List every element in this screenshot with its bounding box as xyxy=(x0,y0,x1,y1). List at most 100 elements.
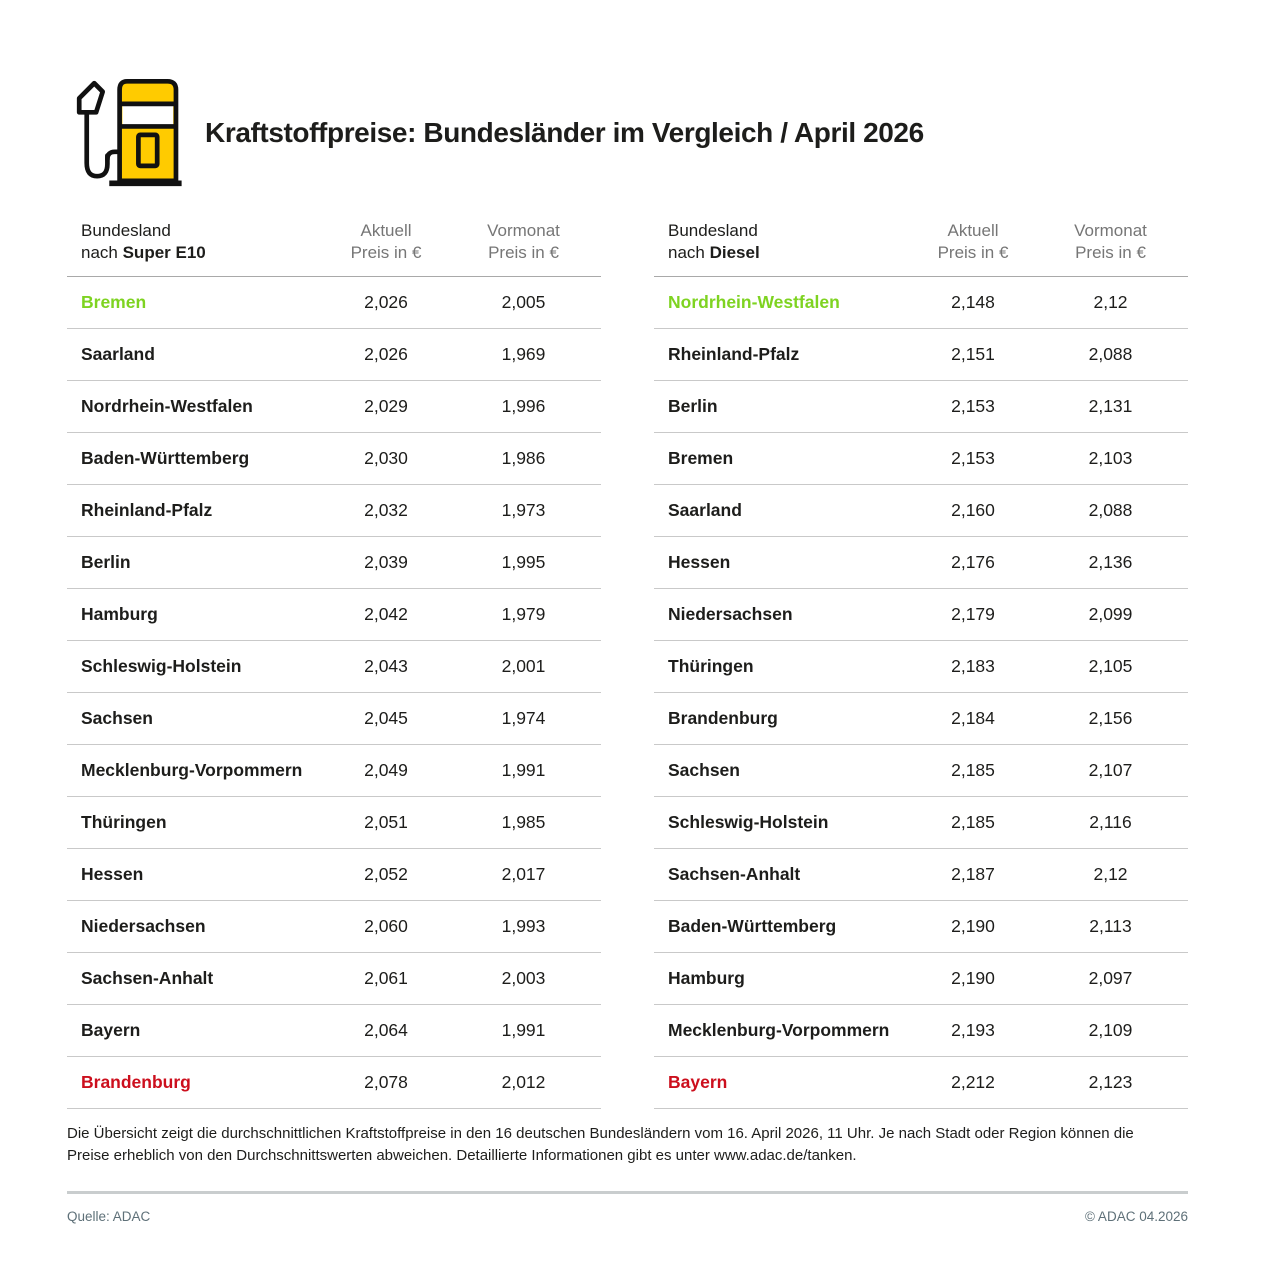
price-previous: 1,986 xyxy=(501,448,546,468)
column-header-line: Bundesland xyxy=(81,221,171,240)
table-row: Brandenburg 2,184 2,156 xyxy=(654,693,1188,745)
table-row: Saarland 2,160 2,088 xyxy=(654,485,1188,537)
column-header-aktuell: Aktuell Preis in € xyxy=(326,220,446,264)
state-name: Niedersachsen xyxy=(668,604,793,624)
state-name: Brandenburg xyxy=(81,1072,191,1092)
table-row: Bayern 2,064 1,991 xyxy=(67,1005,601,1057)
table-row: Sachsen 2,045 1,974 xyxy=(67,693,601,745)
price-current: 2,045 xyxy=(364,708,408,728)
price-previous: 2,12 xyxy=(1093,864,1128,884)
column-header-prefix: nach xyxy=(81,243,123,262)
price-previous: 2,113 xyxy=(1089,916,1132,936)
price-previous: 2,123 xyxy=(1088,1072,1133,1092)
column-header-vormonat: Vormonat Preis in € xyxy=(1033,220,1188,264)
table-row: Saarland 2,026 1,969 xyxy=(67,329,601,381)
price-previous: 1,969 xyxy=(501,344,546,364)
price-current: 2,193 xyxy=(951,1020,995,1040)
state-name: Schleswig-Holstein xyxy=(668,812,829,832)
price-previous: 2,156 xyxy=(1088,708,1133,728)
copyright-label: © ADAC 04.2026 xyxy=(1084,1209,1188,1224)
price-current: 2,043 xyxy=(364,656,408,676)
state-name: Thüringen xyxy=(81,812,167,832)
table-row: Rheinland-Pfalz 2,032 1,973 xyxy=(67,485,601,537)
state-name: Nordrhein-Westfalen xyxy=(668,292,840,312)
table-row: Thüringen 2,051 1,985 xyxy=(67,797,601,849)
state-name: Rheinland-Pfalz xyxy=(81,500,213,520)
price-previous: 1,995 xyxy=(501,552,546,572)
price-previous: 2,103 xyxy=(1088,448,1133,468)
footnote: Die Übersicht zeigt die durchschnittlich… xyxy=(67,1123,1188,1167)
table-body: Bremen 2,026 2,005 Saarland 2,026 1,969 Nordrh… xyxy=(67,277,601,1109)
table-row: Brandenburg 2,078 2,012 xyxy=(67,1057,601,1109)
table-row: Berlin 2,153 2,131 xyxy=(654,381,1188,433)
price-previous: 1,979 xyxy=(501,604,546,624)
price-previous: 2,012 xyxy=(501,1072,546,1092)
price-current: 2,151 xyxy=(951,344,995,364)
table-row: Sachsen 2,185 2,107 xyxy=(654,745,1188,797)
table-row: Hamburg 2,042 1,979 xyxy=(67,589,601,641)
price-current: 2,187 xyxy=(951,864,995,884)
column-header-line: Preis in € xyxy=(1075,243,1146,262)
price-previous: 2,088 xyxy=(1088,344,1133,364)
state-name: Saarland xyxy=(668,500,742,520)
column-header-line: Preis in € xyxy=(350,243,422,262)
column-header-aktuell: Aktuell Preis in € xyxy=(913,220,1033,264)
price-current: 2,153 xyxy=(951,396,995,416)
state-name: Bayern xyxy=(668,1072,728,1092)
price-previous: 1,985 xyxy=(501,812,546,832)
column-header-line: Preis in € xyxy=(937,243,1009,262)
table-row: Hessen 2,052 2,017 xyxy=(67,849,601,901)
header: Kraftstoffpreise: Bundesländer im Vergle… xyxy=(67,0,1188,194)
state-name: Rheinland-Pfalz xyxy=(668,344,800,364)
state-name: Bremen xyxy=(668,448,734,468)
price-current: 2,060 xyxy=(364,916,408,936)
price-previous: 1,996 xyxy=(501,396,546,416)
table-row: Nordrhein-Westfalen 2,148 2,12 xyxy=(654,277,1188,329)
footnote-line: Preise erheblich von den Durchschnittswe… xyxy=(67,1147,857,1164)
price-previous: 2,12 xyxy=(1093,292,1128,312)
state-name: Sachsen-Anhalt xyxy=(668,864,801,884)
price-previous: 2,003 xyxy=(501,968,546,988)
footnote-line: Die Übersicht zeigt die durchschnittlich… xyxy=(67,1125,1134,1142)
state-name: Sachsen xyxy=(668,760,740,780)
column-header-bundesland: Bundesland nach Diesel xyxy=(668,220,913,264)
table-row: Rheinland-Pfalz 2,151 2,088 xyxy=(654,329,1188,381)
footer-bar: Quelle: ADAC © ADAC 04.2026 xyxy=(67,1209,1188,1224)
table-row: Thüringen 2,183 2,105 xyxy=(654,641,1188,693)
state-name: Bayern xyxy=(81,1020,141,1040)
price-current: 2,078 xyxy=(364,1072,408,1092)
price-current: 2,185 xyxy=(951,760,995,780)
column-header-line: Aktuell xyxy=(360,221,412,240)
table-row: Baden-Württemberg 2,190 2,113 xyxy=(654,901,1188,953)
table-row: Baden-Württemberg 2,030 1,986 xyxy=(67,433,601,485)
table-row: Bremen 2,026 2,005 xyxy=(67,277,601,329)
table-row: Bremen 2,153 2,103 xyxy=(654,433,1188,485)
price-previous: 2,097 xyxy=(1088,968,1133,988)
table-row: Hessen 2,176 2,136 xyxy=(654,537,1188,589)
fuel-type-label: Super E10 xyxy=(122,243,206,262)
table-diesel: Bundesland nach Diesel Aktuell Preis in … xyxy=(654,220,1188,1109)
state-name: Berlin xyxy=(668,396,718,416)
price-current: 2,032 xyxy=(364,500,408,520)
state-name: Hessen xyxy=(668,552,731,572)
price-previous: 2,001 xyxy=(501,656,546,676)
price-previous: 2,107 xyxy=(1088,760,1133,780)
price-current: 2,049 xyxy=(364,760,408,780)
price-previous: 1,991 xyxy=(501,760,546,780)
price-current: 2,052 xyxy=(364,864,408,884)
price-previous: 2,131 xyxy=(1088,396,1133,416)
state-name: Mecklenburg-Vorpommern xyxy=(668,1020,890,1040)
table-row: Mecklenburg-Vorpommern 2,049 1,991 xyxy=(67,745,601,797)
state-name: Nordrhein-Westfalen xyxy=(81,396,253,416)
state-name: Berlin xyxy=(81,552,131,572)
state-name: Baden-Württemberg xyxy=(81,448,250,468)
price-previous: 2,136 xyxy=(1088,552,1133,572)
price-current: 2,148 xyxy=(951,292,995,312)
column-header-prefix: nach xyxy=(668,243,710,262)
table-row: Berlin 2,039 1,995 xyxy=(67,537,601,589)
price-current: 2,184 xyxy=(951,708,995,728)
price-previous: 2,005 xyxy=(501,292,546,312)
table-row: Sachsen-Anhalt 2,187 2,12 xyxy=(654,849,1188,901)
price-previous: 1,974 xyxy=(501,708,546,728)
